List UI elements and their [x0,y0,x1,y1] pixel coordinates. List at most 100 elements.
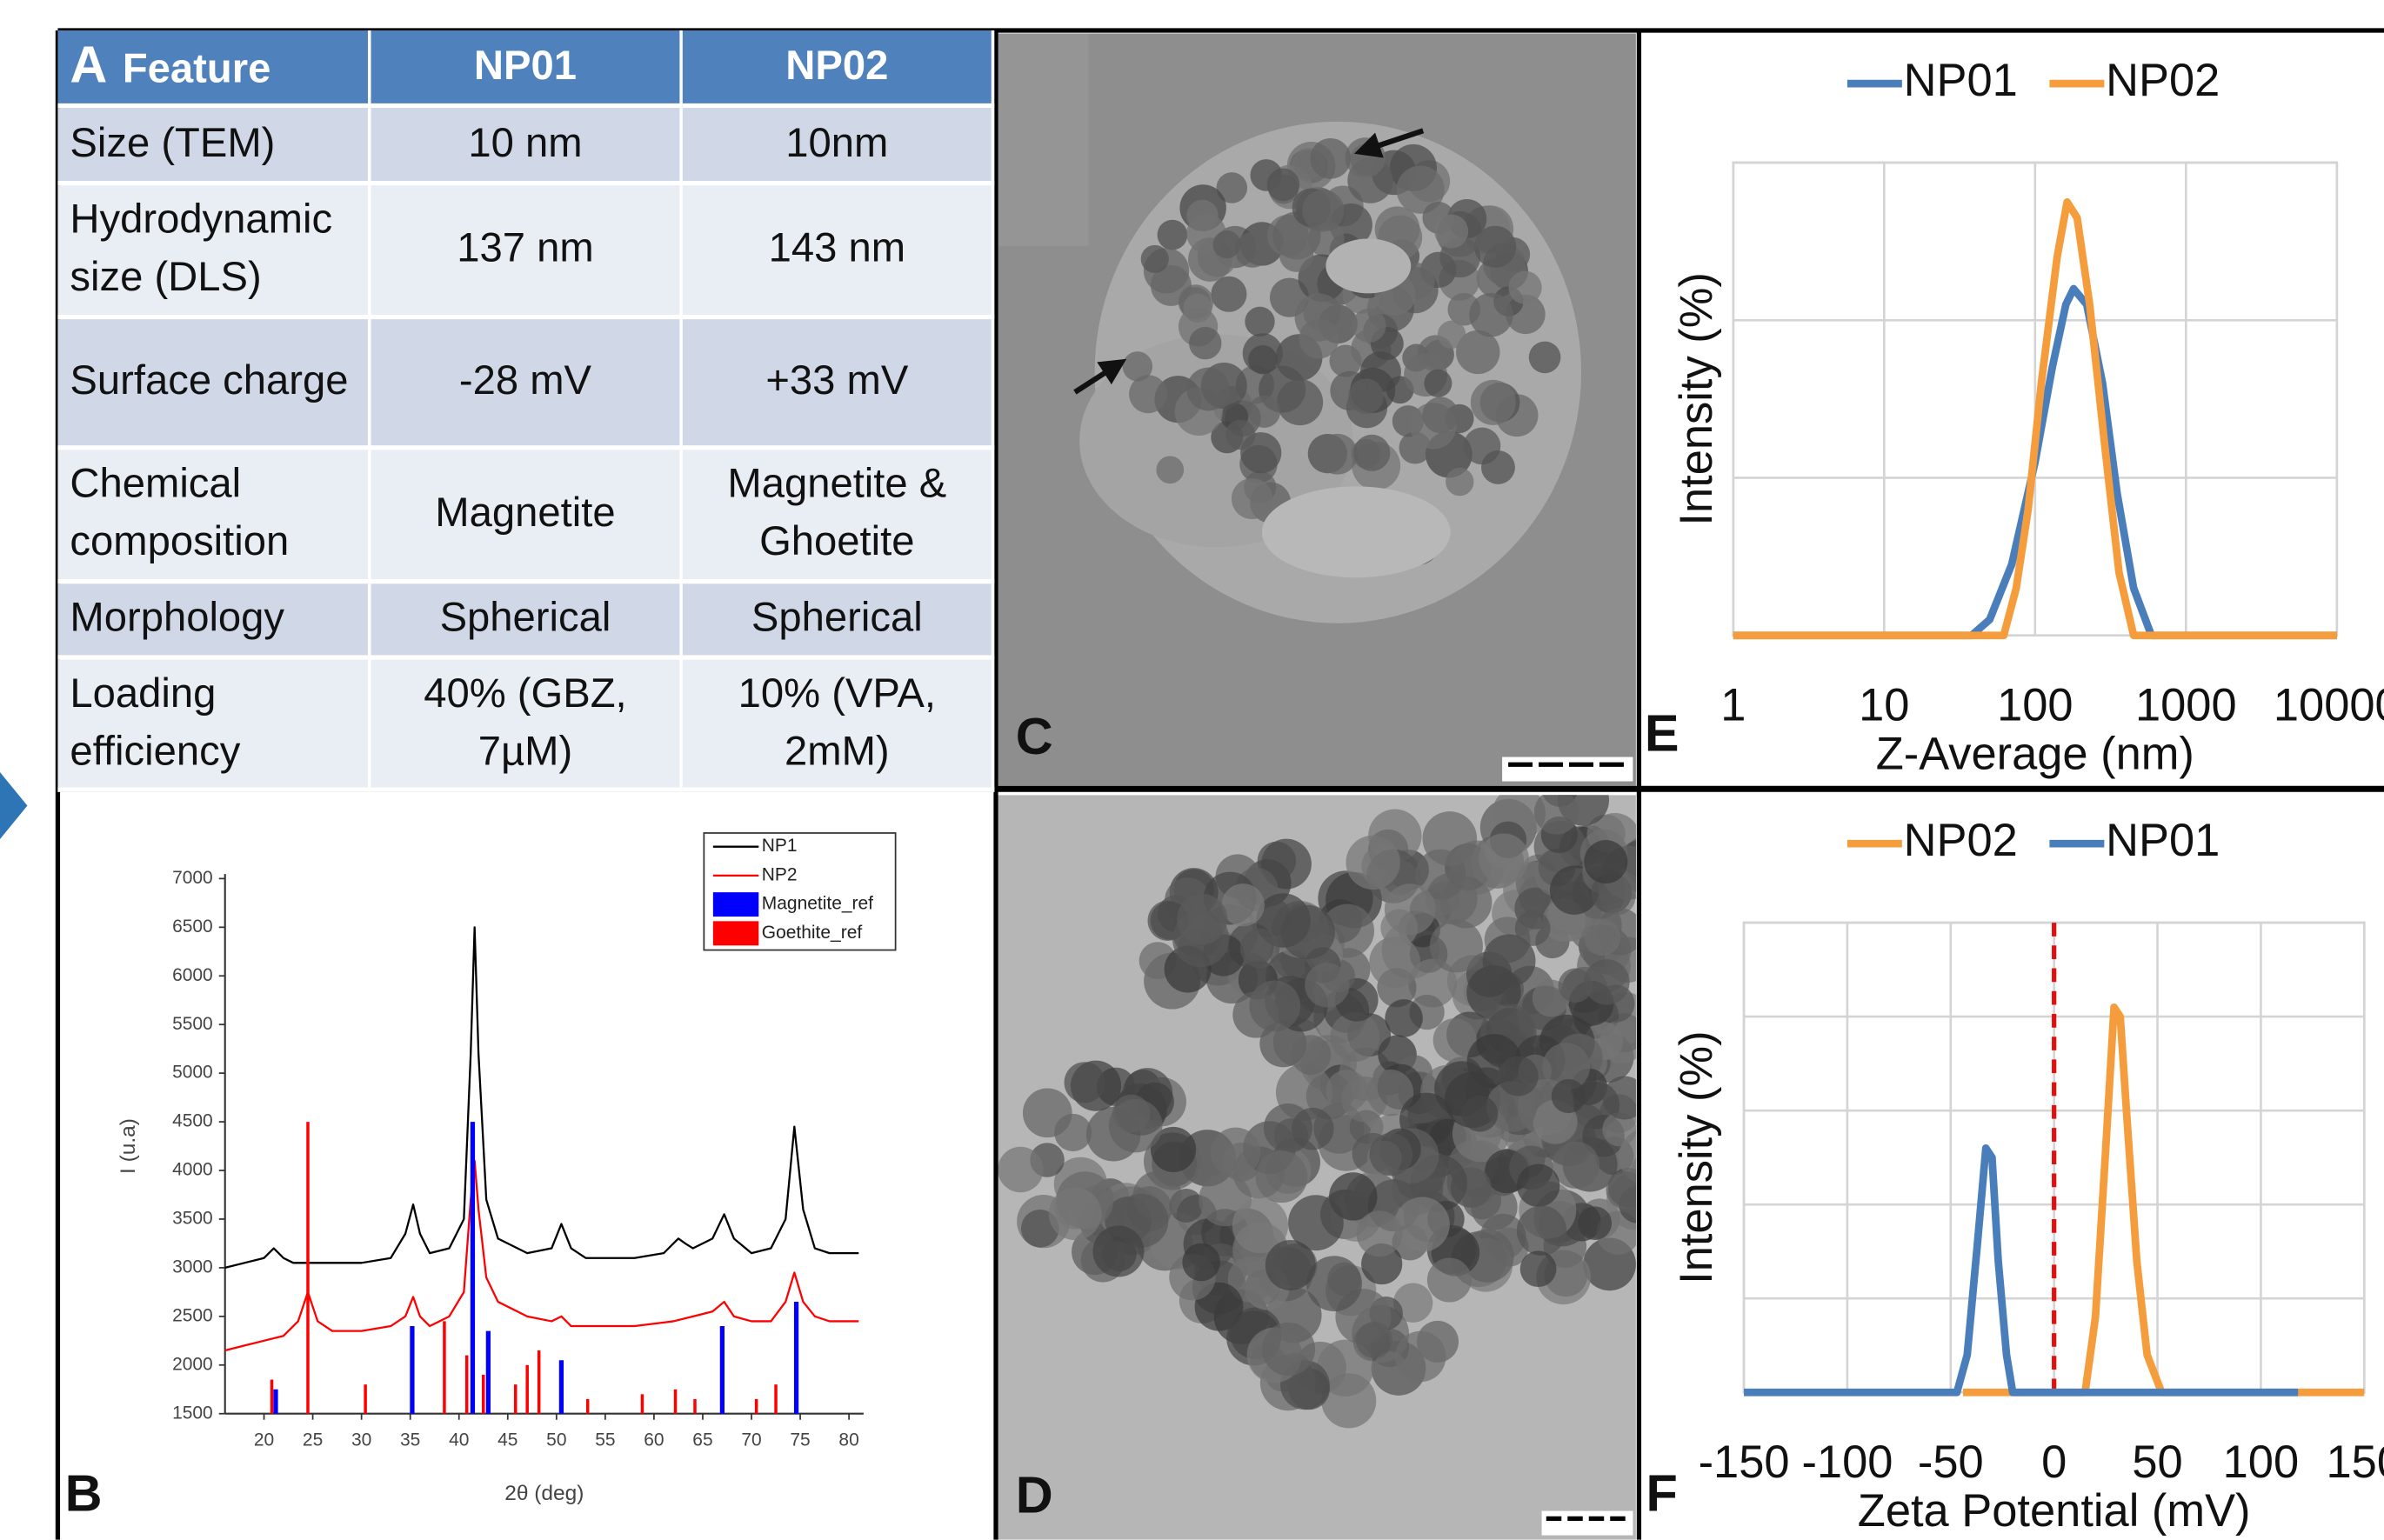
series-line [1733,284,2337,640]
pointer-arrow [1353,128,1425,158]
particle [1618,1130,1636,1183]
y-tick-label: 3500 [172,1209,213,1229]
particle [1288,1195,1344,1251]
particle [1481,450,1515,484]
charts: 20 25 30 35 40 45 50 55 60 65 70 75 8015002000250030… [65,56,2384,1537]
header-text: Feature [122,45,271,91]
y-tick-label: 6500 [172,917,213,937]
aggregate-void [1261,486,1451,578]
y-tick-label: 5500 [172,1014,213,1034]
particle [1422,397,1459,434]
particle [1606,1170,1636,1210]
particle [1265,1240,1316,1290]
feature-table: A Feature NP01 NP02 Size (TEM) 10 nm 10nm Hy… [57,30,995,792]
particle [1396,165,1445,214]
particle [1302,190,1345,232]
table-cell: 10 nm [371,107,683,185]
table-cell: 143 nm [682,184,995,319]
particle [1064,1062,1105,1103]
particle [1122,351,1153,382]
header-cell: A Feature [57,30,371,108]
particle [1533,795,1579,835]
particle [1182,1243,1220,1282]
particle [1261,1322,1316,1377]
particle [1234,231,1271,268]
particle [1366,1069,1414,1117]
legend-label: NP01 [1904,56,2018,106]
particle [1352,308,1386,343]
panel-label: C [1016,707,1053,765]
particle [1356,1210,1403,1257]
table-cell: Spherical [682,583,995,659]
particle [1474,225,1517,268]
particle [1294,293,1344,342]
legend-label: NP01 [2106,816,2220,866]
x-axis-title: Z-Average (nm) [1876,729,2194,779]
particle [1291,1035,1332,1076]
particle [1225,419,1256,450]
particle [1456,330,1500,375]
x-tick-label: 55 [595,1430,615,1450]
series-line [1744,1143,2299,1397]
x-tick-label: -150 [1699,1437,1790,1488]
scale-bar-box [1502,757,1633,782]
particle [1424,369,1452,397]
table-cell: -28 mV [371,318,683,450]
particle [1247,395,1281,428]
x-tick-label: 60 [644,1430,664,1450]
x-tick-label: 10 [1859,680,1909,730]
particle [1306,1256,1362,1312]
particle [1392,1283,1433,1323]
particle [1129,375,1168,414]
particle [1528,341,1561,374]
x-tick-label: 35 [400,1430,420,1450]
particle [1157,219,1188,250]
y-tick-label: 1500 [172,1403,213,1423]
particle [1189,326,1222,360]
particle [1291,1107,1334,1150]
x-tick-label: 0 [2041,1437,2067,1488]
particle [1212,230,1241,259]
y-tick-label: 7000 [172,868,213,888]
particle [1248,344,1278,375]
x-tick-label: 45 [498,1430,518,1450]
y-tick-label: 4500 [172,1111,213,1131]
series-line [1733,197,2337,640]
table-cell: 137 nm [371,184,683,319]
x-axis-title: Zeta Potential (mV) [1858,1486,2251,1537]
particle [1211,1127,1261,1177]
table-cell: Loading efficiency [57,658,371,792]
particle [1551,1078,1586,1114]
particle [1434,214,1469,249]
particle [1479,833,1529,884]
particle [1186,367,1231,411]
particle [1280,904,1335,960]
particle [1516,1163,1560,1208]
particle [1429,919,1483,973]
particle [1470,379,1516,425]
particle [1602,1076,1636,1120]
particle [1446,467,1474,497]
particle [1216,172,1248,203]
aggregate-void [1326,238,1412,294]
tem-image [997,795,1636,1540]
x-tick-label: 40 [449,1430,469,1450]
particle [1353,434,1391,471]
particle [1277,379,1324,426]
particle [1348,378,1384,415]
particle [1519,1250,1557,1288]
table-cell: Hydrodynamic size (DLS) [57,184,371,319]
particle [1508,270,1542,304]
table-cell: Spherical [371,583,683,659]
particle [1437,320,1466,349]
particle [1245,306,1275,337]
header-row: A Feature NP01 NP02 [57,30,995,108]
particle [1211,276,1247,312]
x-tick-label: -50 [1918,1437,1984,1488]
particle [1584,959,1630,1005]
particle [1317,1339,1374,1397]
particle [1482,934,1536,988]
